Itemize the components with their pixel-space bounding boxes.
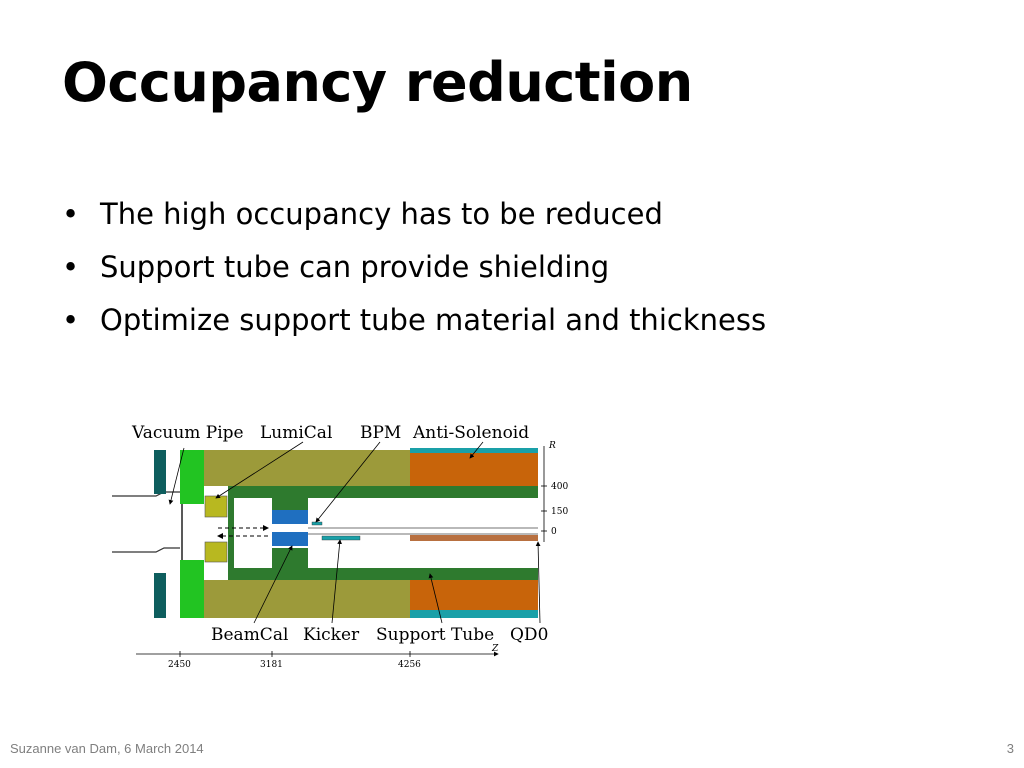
footer-author-date: Suzanne van Dam, 6 March 2014 — [10, 741, 204, 756]
support-tube-endcap — [228, 486, 234, 580]
beam-pipe-upper — [112, 491, 180, 497]
kicker-label: Kicker — [303, 625, 360, 645]
bullet-icon: • — [62, 197, 80, 231]
bullet-item: • The high occupancy has to be reduced — [62, 188, 766, 241]
support-tube-lower — [228, 568, 538, 580]
anti-solenoid-label: Anti-Solenoid — [412, 423, 529, 443]
slide-number: 3 — [1006, 741, 1014, 756]
bpm-element — [311, 521, 323, 526]
anti-solenoid-lower — [410, 580, 538, 610]
beamcal-upper — [272, 510, 308, 524]
qd0 — [410, 535, 538, 541]
support-tube-upper — [228, 486, 538, 498]
bullet-icon: • — [62, 303, 80, 337]
qd0-label: QD0 — [510, 625, 548, 645]
bullet-text: Optimize support tube material and thick… — [100, 303, 767, 337]
support-tube-pointer — [428, 573, 443, 624]
r-tick-label: 150 — [551, 507, 568, 517]
beamcal-pointer — [253, 545, 293, 624]
dark-teal-block-lower — [154, 573, 166, 618]
vacuum-pipe-label: Vacuum Pipe — [131, 423, 244, 443]
beamcal-label: BeamCal — [211, 625, 288, 645]
qd0-pointer — [535, 541, 541, 624]
teal-strip-upper — [410, 448, 538, 453]
anti-solenoid-upper — [410, 452, 538, 486]
olive-region-upper — [204, 450, 410, 486]
bpm-pointer — [315, 441, 381, 523]
lumical-pointer — [215, 441, 304, 499]
dark-teal-block-upper — [154, 450, 166, 494]
kicker — [321, 535, 361, 541]
bullet-text: The high occupancy has to be reduced — [100, 197, 663, 231]
bullet-item: • Optimize support tube material and thic… — [62, 294, 766, 347]
lumical-label: LumiCal — [260, 423, 332, 443]
bright-green-upper — [180, 450, 204, 504]
bullet-list: • The high occupancy has to be reduced • S… — [62, 188, 766, 347]
vacuum-pipe-pointer — [168, 447, 185, 505]
detector-layout-diagram: Vacuum Pipe LumiCal BPM Anti-Solenoid — [112, 423, 568, 670]
z-tick-label: 3181 — [260, 660, 283, 670]
bright-green-lower — [180, 560, 204, 618]
anti-solenoid-pointer — [469, 441, 484, 459]
beam-pipe-lower — [112, 547, 180, 553]
r-tick-label: 0 — [551, 527, 557, 537]
lumical-lower — [204, 541, 228, 563]
olive-region-lower — [204, 580, 410, 618]
kicker-pointer — [331, 539, 343, 624]
beamcal-lower — [272, 532, 308, 546]
r-axis-label: R — [548, 441, 556, 451]
bullet-icon: • — [62, 250, 80, 284]
support-tube-label: Support Tube — [376, 625, 494, 645]
bpm-label: BPM — [360, 423, 401, 443]
r-tick-label: 400 — [551, 482, 568, 492]
teal-strip-lower — [410, 610, 538, 618]
bullet-text: Support tube can provide shielding — [100, 250, 610, 284]
z-tick-label: 2450 — [168, 660, 191, 670]
z-axis-label: Z — [491, 644, 499, 654]
slide-title: Occupancy reduction — [62, 51, 693, 114]
lumical-upper — [204, 495, 228, 518]
z-tick-label: 4256 — [398, 660, 421, 670]
bullet-item: • Support tube can provide shielding — [62, 241, 766, 294]
beamcal-housing-upper — [272, 498, 308, 510]
beamcal-housing-lower — [272, 548, 308, 568]
